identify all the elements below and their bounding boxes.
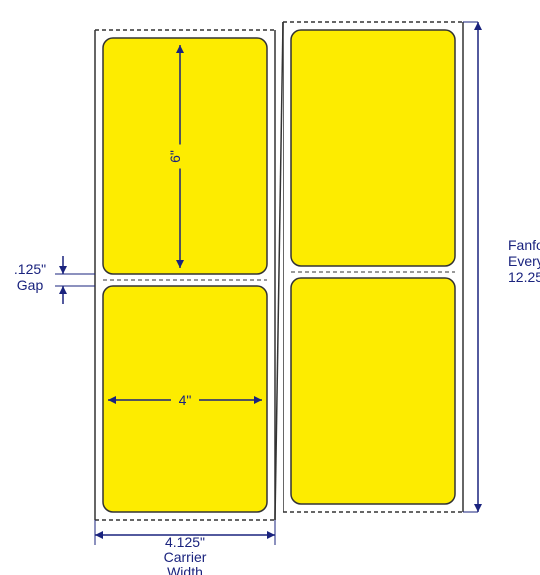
dim-width-label: 4": [179, 392, 192, 408]
svg-text:Gap: Gap: [17, 277, 44, 293]
svg-text:12.25": 12.25": [508, 269, 540, 285]
svg-text:Width: Width: [167, 564, 203, 575]
svg-text:Every: Every: [508, 253, 540, 269]
svg-text:Carrier: Carrier: [164, 549, 207, 565]
dim-fanfold-label: Fanfold: [508, 237, 540, 253]
dim-gap-label: .125": [14, 261, 46, 277]
label-b1: [291, 30, 455, 266]
dim-height-label: 6": [167, 150, 183, 163]
dim-carrier-label: 4.125": [165, 534, 205, 550]
label-b2: [291, 278, 455, 504]
